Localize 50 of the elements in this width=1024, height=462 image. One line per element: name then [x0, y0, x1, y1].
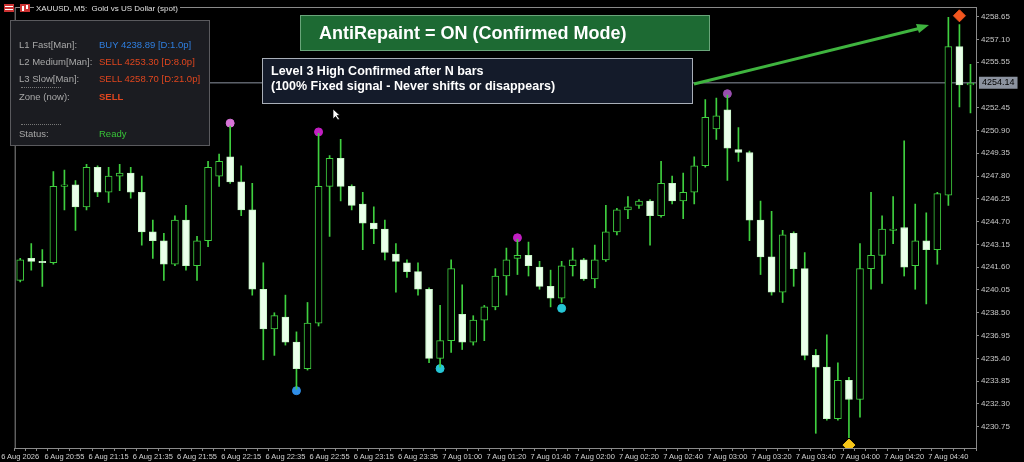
y-tick-label: 4247.80	[981, 171, 1011, 181]
candlestick	[148, 219, 157, 259]
annotation: SELL 4258.70 [D:21.0p]	[99, 73, 201, 84]
point	[952, 9, 966, 23]
annotation: SELL	[99, 91, 124, 102]
point	[435, 364, 445, 374]
y-tick-label: 4257.10	[981, 34, 1011, 44]
y-tick-label: 4230.75	[981, 421, 1011, 431]
annotation: Ready	[99, 128, 127, 139]
y-tick-label: 4232.30	[981, 399, 1011, 409]
y-tick-label: 4250.90	[981, 125, 1011, 135]
point	[512, 233, 522, 243]
y-tick-label: 4252.45	[981, 102, 1011, 112]
y-tick-label: 4243.15	[981, 239, 1011, 249]
candlestick	[811, 349, 820, 434]
candlestick	[392, 243, 400, 293]
y-tick-label: 4246.25	[981, 194, 1011, 204]
annotation: SELL 4253.30 [D:8.0p]	[99, 56, 195, 67]
chart-title: XAUUSD, M5: Gold vs US Dollar (spot)	[34, 4, 180, 13]
y-tick-label: 4238.50	[981, 307, 1011, 317]
y-tick-label: 4258.65	[981, 11, 1011, 21]
ref-line-label: 4254.14	[982, 77, 1015, 88]
banner: AntiRepaint = ON (Confirmed Mode)	[300, 15, 710, 51]
y-tick-label: 4255.55	[981, 57, 1011, 67]
annotation: Status:	[19, 128, 50, 139]
candlestick	[889, 196, 897, 244]
annotation: L1 Fast[Man]:	[19, 39, 79, 50]
y-tick-label: 4244.70	[981, 216, 1011, 226]
point	[225, 118, 235, 128]
candlestick	[679, 172, 688, 220]
point	[557, 303, 567, 313]
y-tick-label: 4240.05	[981, 285, 1011, 295]
annotation: L2 Medium[Man]:	[19, 56, 94, 67]
candlestick	[568, 247, 577, 277]
y-tick-label: 4233.85	[981, 376, 1011, 386]
point	[722, 89, 732, 99]
candlestick	[867, 191, 875, 290]
y-tick-label: 4236.95	[981, 330, 1011, 340]
annotation: BUY 4238.89 [D:1.0p]	[99, 39, 192, 50]
candlestick	[369, 206, 378, 244]
candlestick	[922, 212, 931, 305]
candlestick	[27, 243, 36, 271]
y-tick-label: 4235.40	[981, 353, 1011, 363]
callout-box: Level 3 High Confirmed after N bars (100% Fixed signal - Never shifts or disappears)	[262, 58, 693, 104]
y-tick-label: 4249.35	[981, 148, 1011, 158]
annotation: Zone (now):	[19, 91, 71, 102]
y-tick-label: 4241.60	[981, 262, 1011, 272]
point	[291, 386, 301, 396]
point	[314, 127, 324, 137]
annotation: L3 Slow[Man]:	[19, 73, 81, 84]
